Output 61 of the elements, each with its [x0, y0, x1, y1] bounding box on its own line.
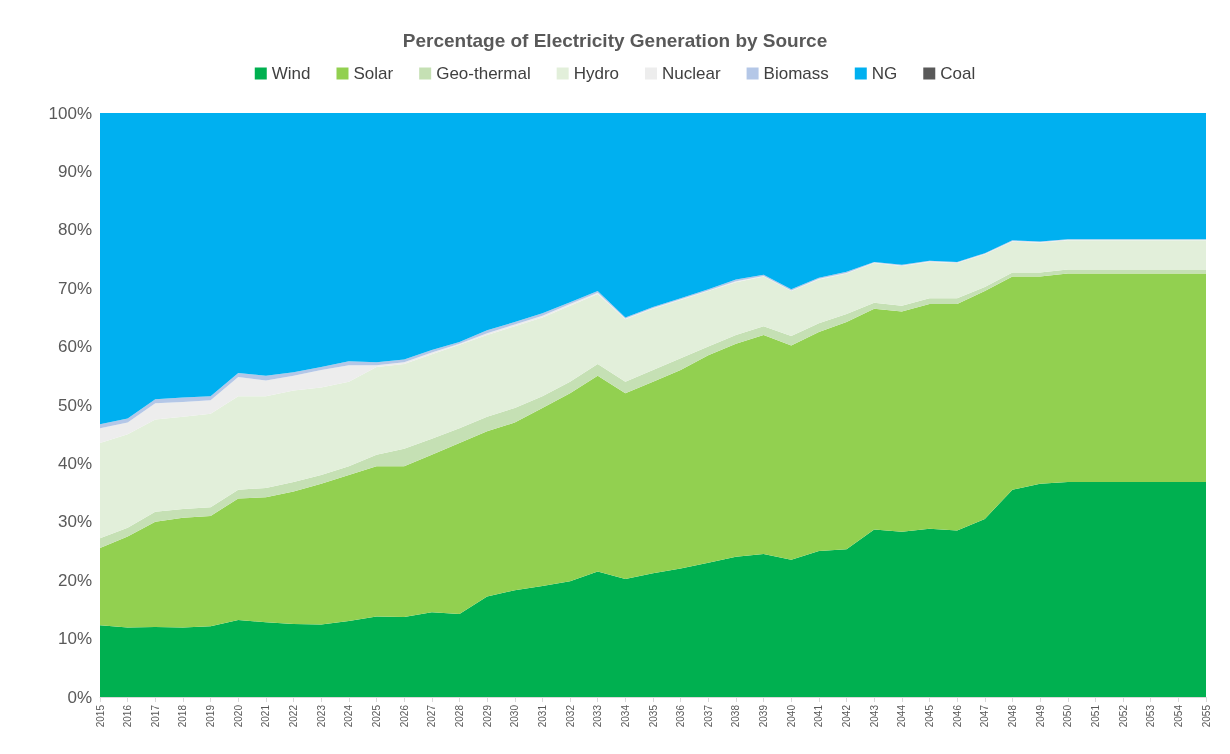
- x-tick-label: 2048: [1006, 704, 1018, 728]
- x-tick-label: 2043: [868, 704, 880, 728]
- y-tick-label: 0%: [67, 687, 92, 707]
- y-tick-label: 10%: [57, 629, 92, 649]
- x-tick-label: 2025: [371, 704, 382, 728]
- x-tick-label: 2047: [979, 704, 991, 728]
- x-tick-label: 2041: [813, 704, 825, 728]
- x-tick-label: 2039: [758, 704, 770, 728]
- x-tick-label: 2033: [592, 704, 604, 728]
- y-tick-label: 70%: [57, 278, 92, 298]
- x-tick-label: 2040: [785, 704, 797, 728]
- y-tick-label: 80%: [57, 220, 92, 240]
- legend-label: Wind: [271, 64, 311, 83]
- x-tick-label: 2016: [122, 704, 134, 728]
- x-tick-label: 2036: [675, 704, 687, 728]
- x-tick-label: 2019: [205, 704, 217, 728]
- x-tick-label: 2021: [260, 704, 272, 728]
- legend-label: Coal: [940, 64, 976, 83]
- x-tick-label: 2053: [1145, 704, 1157, 728]
- x-tick-label: 2052: [1117, 704, 1129, 728]
- y-tick-label: 50%: [57, 395, 92, 415]
- y-tick-label: 20%: [57, 570, 92, 590]
- x-tick-label: 2055: [1200, 704, 1212, 728]
- x-tick-label: 2018: [177, 704, 189, 728]
- x-tick-label: 2031: [536, 704, 548, 728]
- x-tick-label: 2027: [426, 704, 438, 728]
- x-tick-label: 2023: [315, 704, 327, 728]
- x-tick-label: 2049: [1034, 704, 1046, 728]
- x-tick-label: 2024: [343, 704, 355, 728]
- x-tick-label: 2015: [94, 704, 106, 728]
- x-tick-label: 2017: [149, 704, 161, 728]
- y-tick-label: 60%: [57, 337, 92, 357]
- x-tick-label: 2030: [509, 704, 521, 728]
- y-tick-label: 30%: [57, 512, 92, 532]
- x-tick-label: 2035: [647, 704, 659, 728]
- legend-label: Nuclear: [662, 64, 721, 83]
- legend-label: Geo-thermal: [436, 64, 531, 83]
- chart-title: Percentage of Electricity Generation by Source: [402, 30, 828, 51]
- x-tick-label: 2051: [1089, 704, 1101, 728]
- x-tick-label: 2045: [924, 704, 935, 728]
- x-tick-label: 2022: [288, 704, 300, 728]
- x-tick-label: 2038: [730, 704, 742, 728]
- legend-label: Biomass: [763, 64, 829, 83]
- y-tick-label: 90%: [57, 161, 92, 181]
- x-tick-label: 2028: [453, 704, 465, 728]
- x-tick-label: 2032: [564, 704, 576, 728]
- legend-label: Hydro: [573, 64, 620, 83]
- x-tick-label: 2026: [398, 704, 410, 728]
- legend-label: NG: [871, 64, 898, 83]
- x-tick-label: 2044: [896, 704, 908, 728]
- x-tick-label: 2029: [481, 704, 493, 728]
- x-tick-label: 2042: [841, 704, 853, 728]
- y-tick-label: 40%: [57, 453, 92, 473]
- x-tick-label: 2020: [232, 704, 244, 728]
- x-tick-label: 2046: [951, 704, 963, 728]
- legend-label: Solar: [353, 64, 394, 83]
- x-tick-label: 2034: [619, 704, 631, 728]
- y-tick-label: 100%: [48, 103, 92, 123]
- x-tick-label: 2054: [1172, 704, 1184, 728]
- x-tick-label: 2050: [1062, 704, 1074, 728]
- x-tick-label: 2037: [702, 704, 714, 728]
